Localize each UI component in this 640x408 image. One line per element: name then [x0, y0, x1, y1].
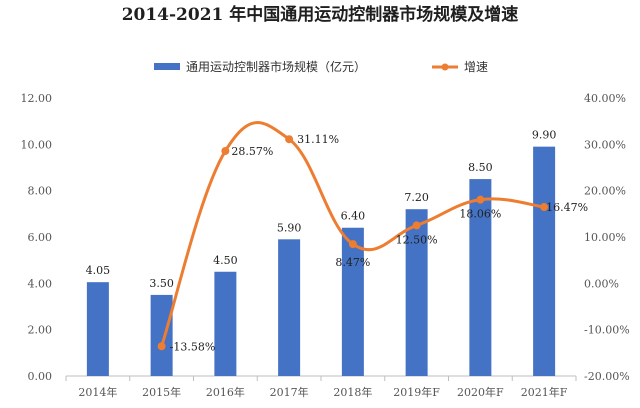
y-left-tick-label: 4.00	[28, 277, 53, 290]
growth-rate-label: -13.58%	[170, 340, 216, 353]
bar-value-label: 3.50	[149, 277, 174, 290]
x-tick-label: 2017年	[270, 385, 309, 399]
x-tick-label: 2019年F	[393, 385, 440, 399]
y-left-tick-label: 12.00	[21, 92, 53, 105]
y-right-tick-label: -10.00%	[584, 324, 630, 337]
growth-rate-point	[221, 146, 230, 155]
legend-line-marker	[441, 63, 449, 71]
bar	[405, 209, 428, 376]
legend-bar-label: 通用运动控制器市场规模（亿元）	[186, 59, 366, 74]
bar-value-label: 9.90	[532, 129, 557, 142]
x-tick-label: 2015年	[142, 385, 181, 399]
plot-area: 0.00 2.00 4.00 6.00 8.00 10.00 12.00 -20.00% -10…	[21, 92, 630, 399]
growth-rate-point	[476, 195, 485, 204]
bar-value-label: 4.50	[213, 254, 238, 267]
y-left-tick-label: 2.00	[28, 324, 53, 337]
y-right-tick-label: 0.00%	[584, 277, 619, 290]
legend-line-label: 增速	[464, 60, 488, 74]
bar-value-label: 8.50	[468, 161, 493, 174]
y-right-tick-label: 30.00%	[584, 138, 626, 151]
growth-rate-label: 16.47%	[546, 201, 588, 214]
bar	[150, 294, 173, 376]
y-left-tick-label: 10.00	[21, 138, 53, 151]
x-tick-label: 2016年	[206, 385, 245, 399]
bar-value-label: 7.20	[404, 191, 429, 204]
y-left-tick-label: 0.00	[28, 370, 53, 383]
growth-rate-label: 28.57%	[231, 145, 273, 158]
growth-rate-line	[160, 121, 545, 347]
bar	[341, 227, 364, 376]
y-right-tick-label: 10.00%	[584, 231, 626, 244]
bar	[469, 179, 492, 376]
growth-rate-point	[285, 135, 294, 144]
x-tick-label: 2021年F	[521, 385, 568, 399]
bar	[214, 271, 237, 376]
growth-rate-label: 18.06%	[459, 208, 501, 221]
y-left-tick-label: 6.00	[28, 231, 53, 244]
x-tick-label: 2018年	[333, 385, 372, 399]
growth-rate-label: 31.11%	[297, 133, 339, 146]
bar	[278, 239, 301, 376]
bar	[533, 146, 556, 376]
y-right-tick-label: 40.00%	[584, 92, 626, 105]
chart-legend: 通用运动控制器市场规模（亿元） 增速	[154, 59, 488, 74]
growth-rate-point	[412, 221, 421, 230]
bar-value-label: 6.40	[341, 210, 366, 223]
bar-value-label: 5.90	[277, 221, 302, 234]
legend-bar-swatch	[154, 63, 180, 70]
y-right-tick-label: -20.00%	[584, 370, 630, 383]
chart-title: 2014-2021 年中国通用运动控制器市场规模及增速	[122, 4, 519, 25]
growth-rate-point	[540, 203, 549, 212]
growth-rate-point	[348, 240, 357, 249]
bar-value-label: 4.05	[86, 264, 111, 277]
growth-rate-label: 8.47%	[335, 256, 370, 269]
y-right-tick-label: 20.00%	[584, 185, 626, 198]
growth-rate-point	[157, 342, 166, 351]
y-left-tick-label: 8.00	[28, 185, 53, 198]
x-tick-label: 2020年F	[457, 385, 504, 399]
bar	[86, 282, 109, 376]
growth-rate-label: 12.50%	[396, 233, 438, 246]
x-tick-label: 2014年	[78, 385, 117, 399]
